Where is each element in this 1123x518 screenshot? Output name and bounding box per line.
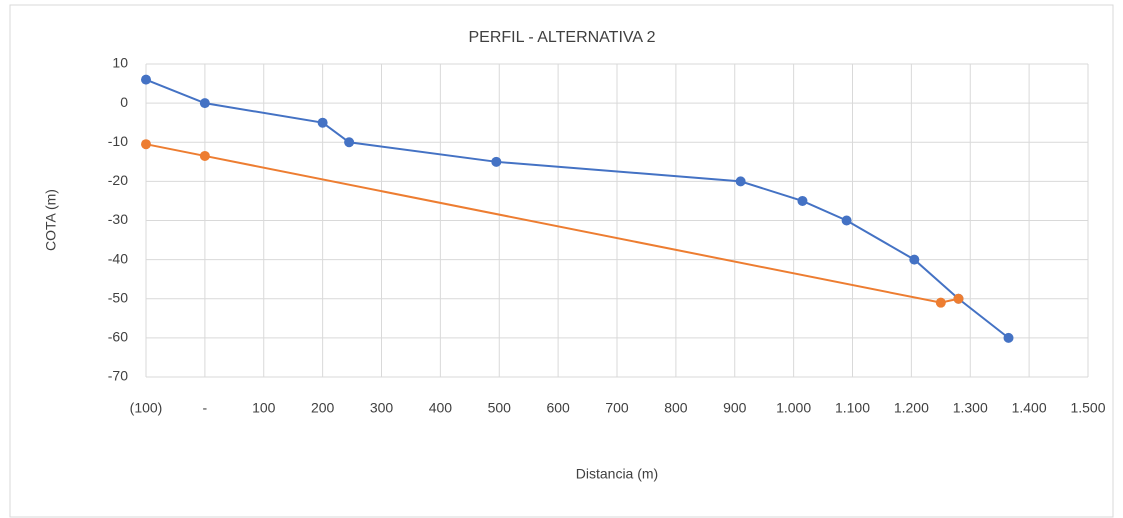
data-point	[141, 139, 151, 150]
data-point	[199, 150, 210, 161]
x-tick-label: 600	[546, 400, 570, 416]
chart-border	[9, 4, 1114, 518]
x-tick-label: 1.400	[1012, 400, 1047, 416]
x-tick-label: 1.300	[953, 400, 988, 416]
x-tick-label: 800	[664, 400, 688, 416]
x-tick-label: 1.000	[776, 400, 811, 416]
x-tick-label: 100	[252, 400, 276, 416]
x-tick-label: 200	[311, 400, 335, 416]
y-tick-label: 10	[112, 55, 128, 71]
y-tick-label: -50	[108, 289, 128, 305]
y-tick-label: -20	[108, 172, 128, 188]
data-point	[344, 137, 355, 148]
y-tick-label: -60	[108, 329, 128, 345]
data-point	[841, 215, 852, 226]
x-tick-label: 900	[723, 400, 747, 416]
x-axis-label: Distancia (m)	[576, 466, 658, 482]
y-tick-label: -70	[108, 368, 128, 384]
y-axis-label: COTA (m)	[43, 189, 59, 251]
data-point	[1003, 332, 1014, 343]
data-point	[491, 156, 502, 167]
x-tick-label: 1.500	[1070, 400, 1105, 416]
y-tick-label: -40	[108, 250, 128, 266]
x-tick-label: 700	[605, 400, 629, 416]
data-point	[797, 195, 808, 206]
data-point	[317, 117, 328, 128]
x-tick-label: (100)	[130, 400, 163, 416]
y-tick-label: 0	[120, 94, 128, 110]
x-tick-label: 400	[429, 400, 453, 416]
y-tick-label: -10	[108, 133, 128, 149]
chart-title: PERFIL - ALTERNATIVA 2	[468, 29, 655, 46]
data-point	[909, 254, 920, 265]
data-point	[953, 293, 964, 304]
data-point	[735, 176, 746, 187]
x-tick-label: 500	[488, 400, 512, 416]
data-point	[199, 98, 210, 109]
y-tick-label: -30	[108, 211, 128, 227]
data-point	[141, 74, 151, 85]
x-tick-label: 300	[370, 400, 394, 416]
data-point	[935, 297, 946, 308]
x-tick-label: -	[203, 400, 208, 416]
x-tick-label: 1.100	[835, 400, 870, 416]
x-tick-label: 1.200	[894, 400, 929, 416]
series-line	[145, 143, 959, 304]
